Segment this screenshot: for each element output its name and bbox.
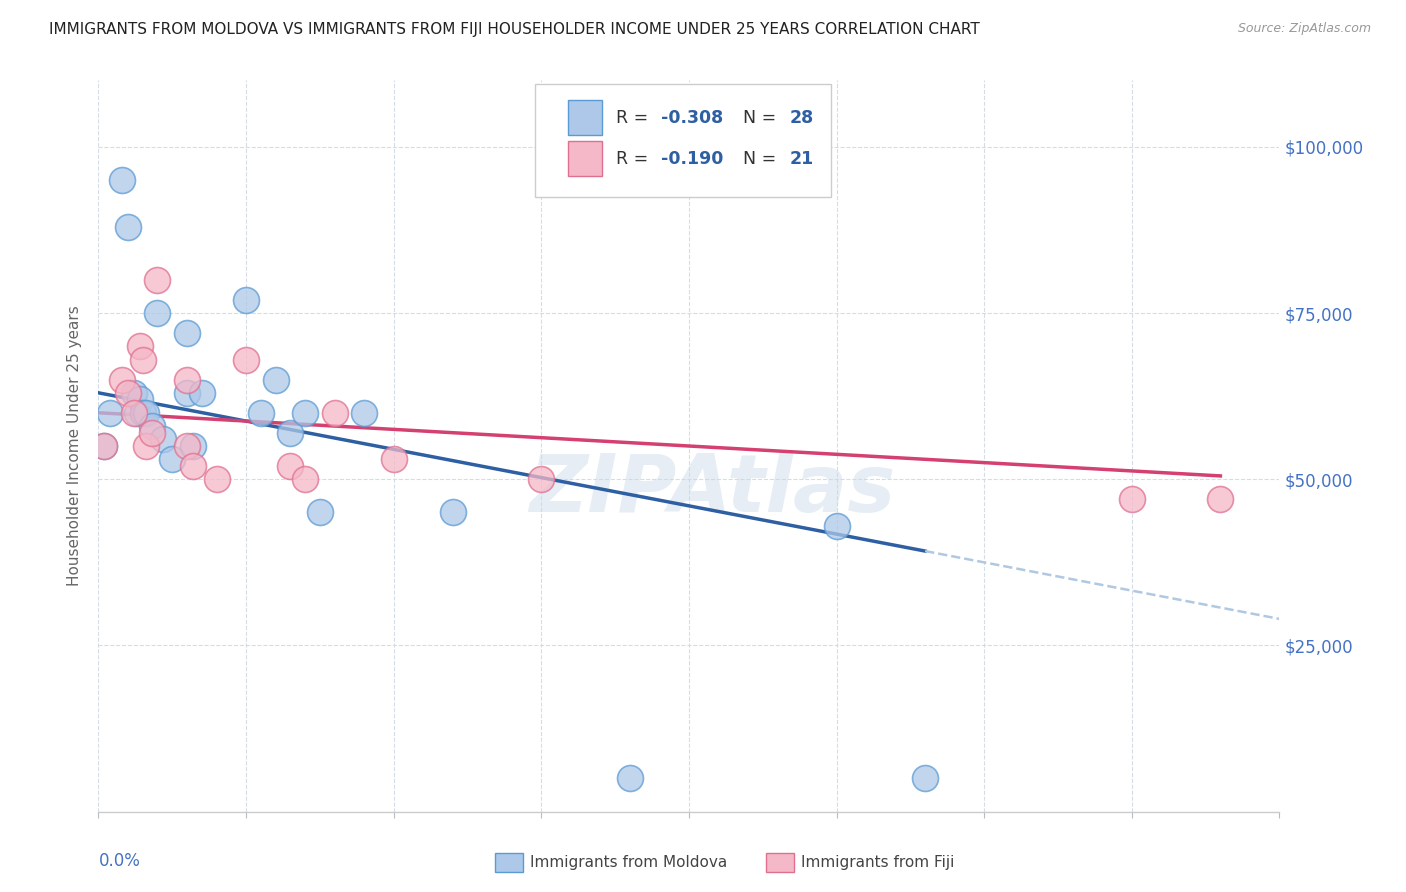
Point [135,406,157,420]
Point [264,372,287,386]
Point [205,472,228,486]
Point [98,406,121,420]
Point [152,433,174,447]
Point [353,406,375,420]
Text: Immigrants from Fiji: Immigrants from Fiji [801,855,955,870]
Point [128,339,150,353]
Point [117,219,139,234]
Point [294,406,316,420]
Text: 0.0%: 0.0% [98,852,141,870]
FancyBboxPatch shape [568,100,602,136]
Point [1121,492,1143,507]
Point [309,506,332,520]
Text: Immigrants from Moldova: Immigrants from Moldova [530,855,727,870]
Point [382,452,405,467]
Text: N =: N = [744,150,782,168]
Text: N =: N = [744,109,782,127]
Point [1209,492,1232,507]
Point [122,406,145,420]
Point [111,173,134,187]
Point [93,439,115,453]
Point [280,458,302,473]
Point [280,425,302,440]
Point [181,458,204,473]
Point [181,439,204,453]
Text: -0.190: -0.190 [661,150,723,168]
Point [176,326,198,340]
Y-axis label: Householder Income Under 25 years: Householder Income Under 25 years [67,306,83,586]
Point [125,406,148,420]
Point [132,406,155,420]
Point [111,372,134,386]
Point [235,352,257,367]
Point [530,472,553,486]
Point [122,385,145,400]
Point [162,452,183,467]
Point [141,419,163,434]
Text: R =: R = [616,109,654,127]
Point [132,352,155,367]
Point [914,772,936,786]
Point [294,472,316,486]
Point [441,506,464,520]
Point [176,439,198,453]
Point [176,385,198,400]
Point [250,406,273,420]
FancyBboxPatch shape [568,141,602,176]
Text: -0.308: -0.308 [661,109,723,127]
Point [176,372,198,386]
Text: 21: 21 [789,150,814,168]
Text: R =: R = [616,150,654,168]
Point [825,518,848,533]
Point [146,306,169,320]
Point [146,273,169,287]
Point [135,439,157,453]
Point [619,772,641,786]
Point [323,406,346,420]
Text: IMMIGRANTS FROM MOLDOVA VS IMMIGRANTS FROM FIJI HOUSEHOLDER INCOME UNDER 25 YEAR: IMMIGRANTS FROM MOLDOVA VS IMMIGRANTS FR… [49,22,980,37]
Point [117,385,139,400]
Point [128,392,150,407]
Point [235,293,257,307]
Text: ZIPAtlas: ZIPAtlas [530,450,896,529]
FancyBboxPatch shape [536,84,831,197]
Text: 28: 28 [789,109,814,127]
Point [141,425,163,440]
Point [191,385,214,400]
Text: Source: ZipAtlas.com: Source: ZipAtlas.com [1237,22,1371,36]
Point [93,439,115,453]
